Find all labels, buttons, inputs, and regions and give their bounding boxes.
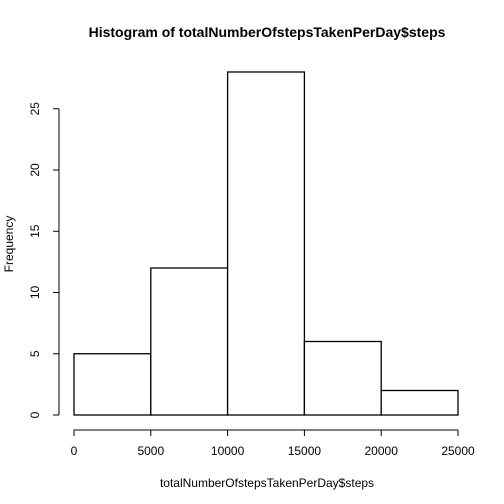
- chart-title: Histogram of totalNumberOfstepsTakenPerD…: [89, 24, 446, 40]
- y-tick-label: 10: [28, 286, 42, 300]
- y-tick-label: 20: [28, 163, 42, 177]
- histogram-bar-3: [226, 71, 306, 416]
- histogram-bar-5: [380, 389, 459, 416]
- bars-group: [73, 71, 459, 416]
- y-axis-label: Frequency: [2, 216, 16, 273]
- y-tick-label: 5: [28, 350, 42, 357]
- x-tick-label: 5000: [137, 444, 164, 458]
- histogram-bar-2: [150, 267, 229, 416]
- x-tick-label: 25000: [441, 444, 475, 458]
- x-tick-label: 15000: [288, 444, 322, 458]
- histogram-bar-1: [73, 353, 152, 416]
- x-tick-label: 20000: [365, 444, 399, 458]
- y-axis: 0 5 10 15 20 25: [28, 102, 60, 418]
- y-tick-label: 0: [28, 411, 42, 418]
- x-tick-label: 0: [71, 444, 78, 458]
- x-axis-label: totalNumberOfstepsTakenPerDay$steps: [160, 476, 374, 490]
- y-tick-label: 15: [28, 224, 42, 238]
- x-tick-label: 10000: [211, 444, 245, 458]
- y-tick-label: 25: [28, 102, 42, 116]
- histogram-bar-4: [303, 340, 382, 416]
- x-axis: 0 5000 10000 15000 20000 25000: [71, 429, 475, 458]
